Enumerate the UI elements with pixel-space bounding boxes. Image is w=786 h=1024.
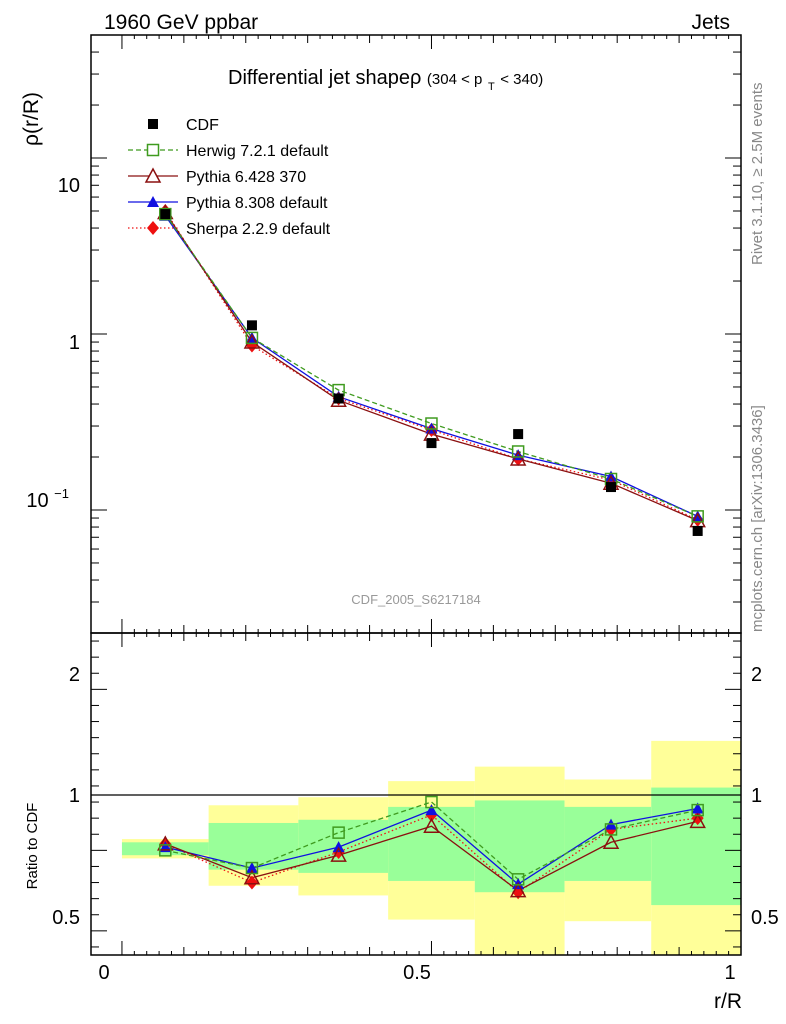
xtick-label-1: 1 — [724, 962, 735, 984]
ratio-point-pythia-6-428-370-1 — [243, 869, 261, 885]
ratio-point-sherpa-2-2-9-default-1 — [245, 875, 258, 890]
legend-entry-pythia8: Pythia 8.308 default — [128, 195, 328, 212]
ratio-panel: Ratio to CDF 2 1 0.5 2 1 0.5 0 0.5 1 r/R — [24, 632, 779, 1013]
legend-label-herwig: Herwig 7.2.1 default — [186, 143, 329, 160]
y-axis-label: ρ(r/R) — [20, 92, 43, 146]
title-range-post: < 340) — [500, 71, 543, 88]
ratio-point-pythia-8-308-default-6 — [691, 802, 704, 814]
ratio-point-herwig-7-2-1-default-6 — [691, 803, 704, 817]
main-line-pythia-8-308-default — [164, 215, 698, 517]
main-series-layer — [157, 203, 706, 536]
analysis-watermark: CDF_2005_S6217184 — [351, 592, 480, 607]
ratio-point-pythia-6-428-370-3 — [423, 817, 440, 833]
main-point-cdf-1 — [246, 320, 257, 331]
legend-label-pythia8: Pythia 8.308 default — [186, 195, 328, 212]
ratio-ytick-label-1-left: 1 — [69, 785, 80, 807]
main-point-cdf-3 — [426, 438, 437, 449]
main-point-herwig-7-2-1-default-0 — [159, 207, 172, 221]
mcplots-label: mcplots.cern.ch [arXiv:1306.3436] — [749, 405, 766, 632]
ratio-ytick-label-2-left: 2 — [69, 664, 80, 686]
uncertainty-bands — [121, 740, 741, 955]
main-markers-herwig-7-2-1-default — [159, 207, 704, 523]
main-point-herwig-7-2-1-default-3 — [425, 417, 438, 430]
ratio-point-pythia-8-308-default-3 — [425, 804, 438, 816]
ratio-point-pythia-6-428-370-0 — [157, 835, 174, 851]
main-point-herwig-7-2-1-default-1 — [245, 331, 259, 345]
main-markers-pythia-8-308-default — [159, 209, 704, 522]
ratio-point-pythia-6-428-370-4 — [509, 882, 527, 898]
chart-title: Differential jet shapeρ (304 < p T < 340… — [228, 67, 543, 95]
legend-label-pythia6: Pythia 6.428 370 — [186, 169, 306, 186]
ratio-axes — [90, 632, 742, 956]
ratio-y-axis-label: Ratio to CDF — [24, 803, 41, 890]
main-point-cdf-5 — [606, 482, 616, 493]
green-band-2 — [298, 819, 389, 873]
ratio-ytick-label-0.5-right: 0.5 — [751, 907, 779, 929]
legend-label-sherpa: Sherpa 2.2.9 default — [186, 221, 331, 238]
x-axis-label: r/R — [714, 990, 742, 1013]
xtick-label-0: 0 — [98, 962, 109, 984]
ratio-point-herwig-7-2-1-default-4 — [511, 873, 525, 886]
main-point-herwig-7-2-1-default-4 — [511, 445, 525, 458]
title-range-sub: T — [488, 81, 495, 93]
main-line-herwig-7-2-1-default — [164, 213, 698, 517]
ratio-frame — [90, 632, 742, 956]
legend-entry-sherpa: Sherpa 2.2.9 default — [128, 221, 331, 238]
ytick-label-0.1-base: 10 — [26, 490, 48, 512]
xtick-label-0.5: 0.5 — [403, 962, 431, 984]
legend-marker-cdf — [148, 119, 158, 129]
main-point-cdf-4 — [513, 429, 524, 440]
main-line-pythia-6-428-370 — [164, 212, 698, 522]
title-range-pre: (304 < p — [427, 71, 482, 88]
legend-entry-pythia6: Pythia 6.428 370 — [128, 167, 306, 186]
main-point-herwig-7-2-1-default-6 — [691, 510, 704, 523]
ratio-point-pythia-6-428-370-6 — [689, 812, 706, 829]
ratio-point-herwig-7-2-1-default-1 — [245, 861, 259, 875]
ytick-label-1: 1 — [69, 332, 80, 354]
ratio-point-herwig-7-2-1-default-3 — [425, 795, 438, 809]
legend-entry-cdf: CDF — [148, 117, 219, 134]
main-point-pythia-6-428-370-1 — [243, 333, 261, 349]
legend-marker-pythia8 — [147, 196, 159, 207]
main-line-sherpa-2-2-9-default — [164, 210, 698, 521]
ratio-ytick-label-1-right: 1 — [751, 785, 762, 807]
ratio-point-herwig-7-2-1-default-0 — [159, 844, 172, 857]
legend: CDF Herwig 7.2.1 default Pythia 6.428 37… — [128, 117, 331, 238]
process-label: Jets — [691, 11, 730, 34]
ratio-markers-pythia-6-428-370 — [157, 812, 706, 898]
main-panel: Differential jet shapeρ (304 < p T < 340… — [20, 34, 742, 634]
ytick-label-10: 10 — [58, 175, 80, 197]
legend-marker-herwig — [146, 143, 160, 157]
legend-marker-sherpa — [147, 221, 159, 235]
main-point-pythia-6-428-370-4 — [509, 450, 527, 466]
main-markers-pythia-6-428-370 — [157, 203, 706, 528]
legend-entry-herwig: Herwig 7.2.1 default — [128, 143, 329, 160]
ytick-label-0.1-exp: −1 — [54, 486, 69, 501]
main-point-cdf-6 — [692, 525, 703, 536]
main-point-pythia-8-308-default-6 — [691, 510, 704, 522]
main-point-cdf-0 — [160, 209, 171, 220]
ratio-point-pythia-6-428-370-5 — [602, 833, 620, 850]
ratio-ytick-label-0.5-left: 0.5 — [52, 907, 80, 929]
ratio-point-pythia-8-308-default-1 — [245, 862, 258, 874]
ratio-markers-herwig-7-2-1-default — [159, 795, 704, 886]
rivet-label: Rivet 3.1.10, ≥ 2.5M events — [749, 83, 766, 266]
title-main: Differential jet shapeρ — [228, 67, 421, 89]
main-point-cdf-2 — [333, 393, 344, 404]
green-band-4 — [474, 800, 565, 893]
ratio-point-sherpa-2-2-9-default-6 — [691, 811, 704, 826]
ratio-series-layer — [157, 795, 706, 900]
main-markers-cdf — [160, 209, 703, 536]
legend-marker-pythia6 — [144, 167, 162, 183]
ratio-point-herwig-7-2-1-default-2 — [332, 826, 345, 839]
ratio-point-herwig-7-2-1-default-5 — [604, 823, 618, 836]
ytick-label-0.1: 10 −1 — [26, 486, 69, 512]
ratio-point-pythia-6-428-370-2 — [330, 846, 347, 862]
ratio-ytick-label-2-right: 2 — [751, 664, 762, 686]
main-markers-sherpa-2-2-9-default — [159, 203, 704, 527]
legend-label-cdf: CDF — [186, 117, 219, 134]
energy-label: 1960 GeV ppbar — [104, 11, 258, 34]
